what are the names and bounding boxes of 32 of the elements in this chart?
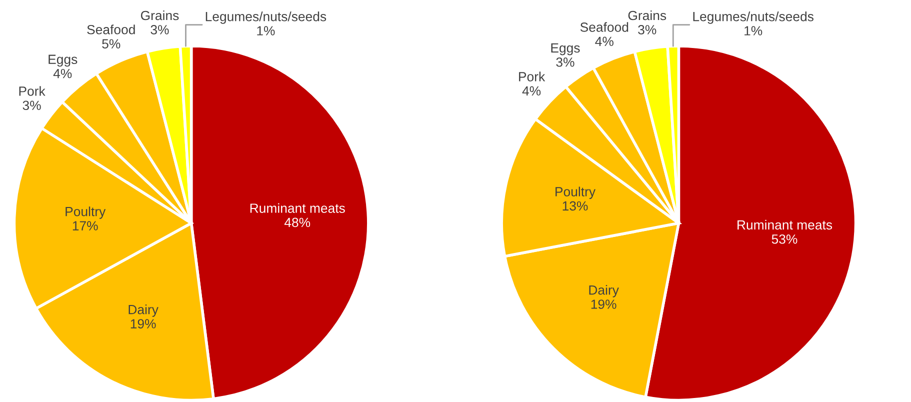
slice-label: Dairy	[589, 285, 619, 298]
data-label: 19%	[130, 319, 156, 328]
slice-label: Seafood	[580, 22, 628, 32]
data-label: 3%	[556, 57, 574, 67]
slice-label: Legumes/nuts/seeds	[206, 12, 326, 24]
data-label: 1%	[257, 26, 275, 36]
data-label: 3%	[638, 25, 656, 34]
slice-label: Pork	[19, 86, 46, 96]
slice-label: Poultry	[556, 186, 596, 199]
slice-label: Eggs	[551, 43, 580, 56]
slice-label: Dairy	[128, 304, 158, 317]
data-label: 3%	[22, 100, 41, 110]
slice-label: Eggs	[48, 54, 78, 67]
slice-label: Poultry	[66, 206, 106, 219]
data-label: 48%	[284, 218, 310, 228]
data-label: 19%	[591, 300, 616, 309]
slice-label: Ruminant meats	[250, 203, 345, 213]
slice-label: Pork	[519, 72, 546, 82]
slice-label: Legumes/nuts/seeds	[693, 12, 814, 24]
data-label: 13%	[562, 201, 588, 211]
data-label: 5%	[102, 39, 120, 49]
data-label: 3%	[150, 25, 169, 34]
data-label: 4%	[595, 36, 614, 46]
data-label: 4%	[522, 86, 541, 96]
data-label: 1%	[744, 26, 762, 36]
slice-label: Grains	[628, 10, 666, 20]
slice-label: Seafood	[87, 24, 135, 34]
data-label: 17%	[72, 221, 98, 230]
data-label: 4%	[53, 68, 72, 78]
data-label: 53%	[772, 234, 798, 244]
slice-label: Ruminant meats	[738, 220, 832, 230]
slice-label: Grains	[140, 10, 179, 20]
